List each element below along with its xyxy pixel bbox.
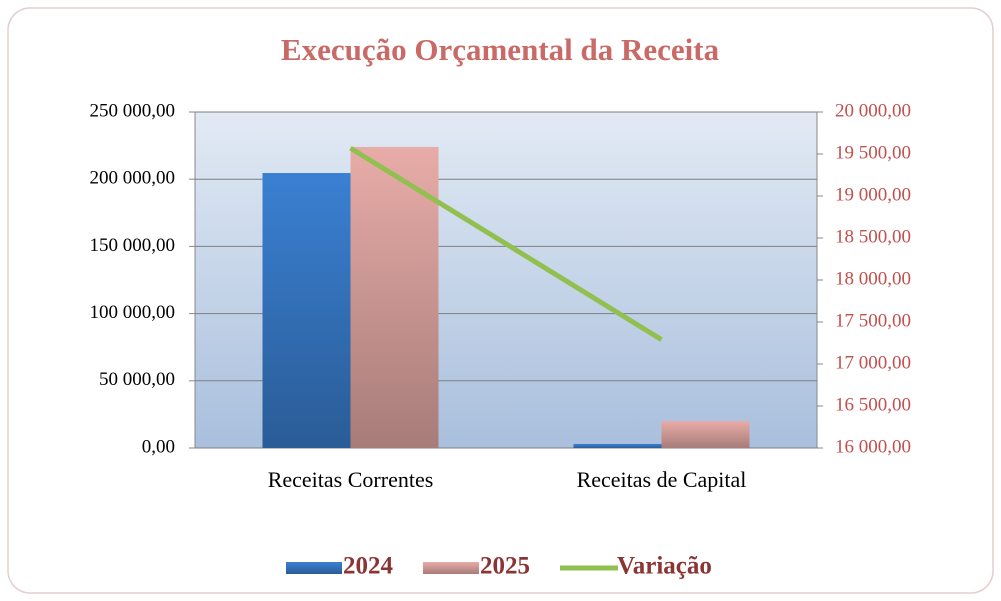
y-tick-label: 200 000,00 xyxy=(90,168,176,189)
x-tick-label: Receitas Correntes xyxy=(268,467,434,492)
y-tick-label: 0,00 xyxy=(142,436,175,457)
x-tick-label: Receitas de Capital xyxy=(577,467,747,492)
y2-tick-label: 19 500,00 xyxy=(835,142,911,163)
y-tick-label: 250 000,00 xyxy=(90,100,176,121)
y2-tick-label: 18 000,00 xyxy=(835,268,911,289)
bar xyxy=(262,173,351,449)
y2-tick-label: 18 500,00 xyxy=(835,226,911,247)
y2-tick-label: 17 000,00 xyxy=(835,352,911,373)
chart-title: Execução Orçamental da Receita xyxy=(281,32,720,67)
y2-tick-label: 20 000,00 xyxy=(835,100,911,121)
legend-swatch xyxy=(286,562,342,574)
legend-label: 2024 xyxy=(343,553,394,580)
y2-tick-label: 19 000,00 xyxy=(835,184,911,205)
legend-label: Variação xyxy=(617,553,712,580)
bar xyxy=(661,421,750,448)
y2-tick-label: 16 500,00 xyxy=(835,394,911,415)
y2-tick-label: 16 000,00 xyxy=(835,436,911,457)
bar xyxy=(350,146,439,448)
bar xyxy=(573,443,662,448)
y-tick-label: 50 000,00 xyxy=(99,369,175,390)
line xyxy=(349,145,663,342)
legend-swatch xyxy=(423,562,479,574)
y-tick-label: 100 000,00 xyxy=(90,302,176,323)
y2-tick-label: 17 500,00 xyxy=(835,310,911,331)
y-tick-label: 150 000,00 xyxy=(90,235,176,256)
legend-label: 2025 xyxy=(480,553,530,580)
